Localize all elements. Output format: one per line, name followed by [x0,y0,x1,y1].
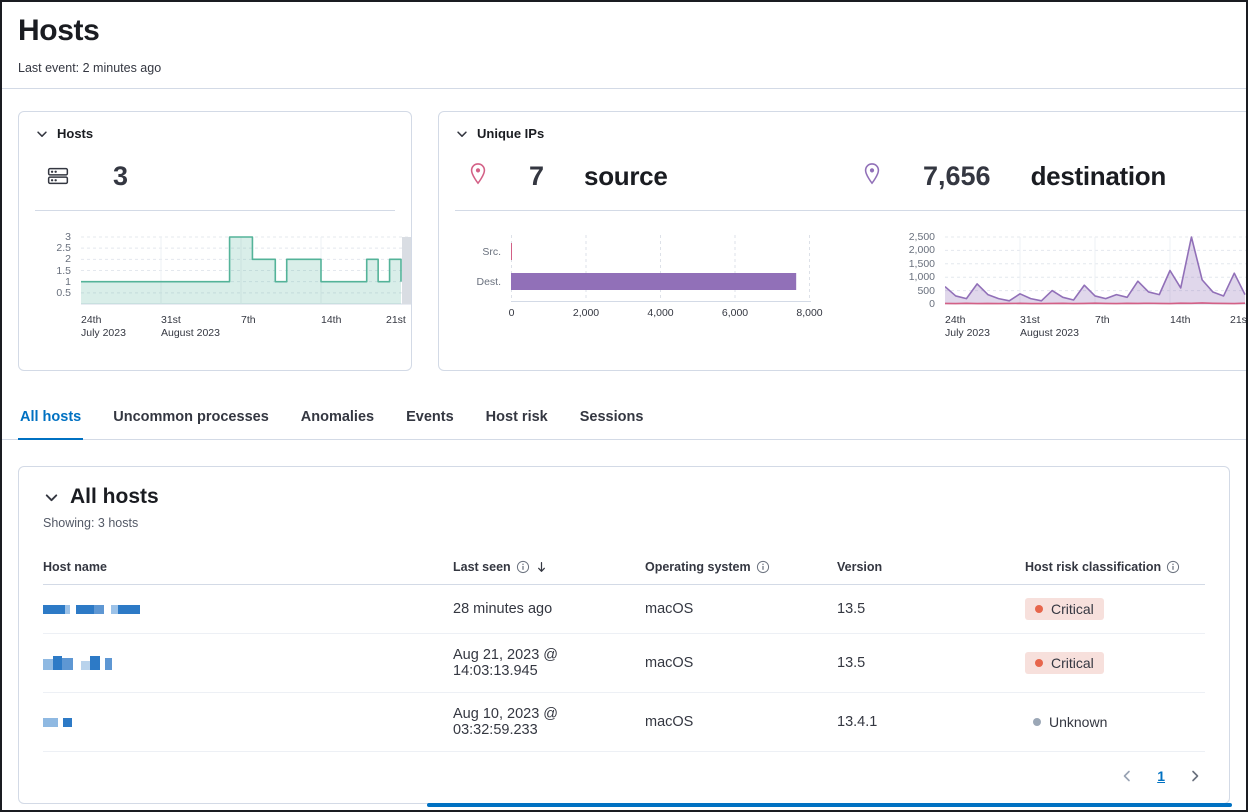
hosts-tab-bar: All hosts Uncommon processes Anomalies E… [2,403,1246,440]
all-hosts-table: Host name Last seen Operating system [43,552,1205,752]
page-title: Hosts [18,14,100,47]
table-row: Aug 21, 2023 @ 14:03:13.945 macOS 13.5 C… [43,633,1205,693]
version-value: 13.5 [837,633,1025,693]
ips-chart-x-axis: 24th July 2023 31st August 2023 7th 14th 21st [945,314,1248,339]
source-ips-metric: 7 source [467,161,861,192]
info-icon[interactable] [1166,560,1180,574]
last-seen-value: Aug 10, 2023 @ 03:32:59.233 [453,706,559,738]
risk-badge: Critical [1025,652,1104,674]
unique-ips-area-chart: 0 500 1,000 1,500 2,000 2,500 24th July 2023 31… [899,231,1248,342]
ips-chart-y-axis: 0 500 1,000 1,500 2,000 2,500 [908,231,935,310]
bar-chart-row-labels: Src. Dest. [476,246,501,288]
column-header-host-name: Host name [43,552,453,585]
pagination: 1 [43,752,1205,792]
last-seen-value: Aug 21, 2023 @ 14:03:13.945 [453,647,559,679]
chevron-down-icon [37,130,47,137]
chevron-left-icon [1123,770,1131,782]
tab-anomalies[interactable]: Anomalies [300,409,375,425]
host-name-link-redacted[interactable] [43,717,445,727]
table-row: 28 minutes ago macOS 13.5 Critical [43,584,1205,634]
unique-ips-bar-chart: Src. Dest. 0 2,000 4,000 6,000 8,000 [471,235,823,342]
table-row: Aug 10, 2023 @ 03:32:59.233 macOS 13.4.1… [43,692,1205,752]
destination-map-pin-icon [861,161,883,192]
info-icon[interactable] [516,560,530,574]
showing-count: Showing: 3 hosts [43,516,139,530]
column-header-version: Version [837,552,1025,585]
column-header-operating-system: Operating system [645,552,837,585]
version-value: 13.4.1 [837,692,1025,752]
hosts-chart-plot[interactable] [81,235,411,310]
tab-sessions[interactable]: Sessions [579,409,644,425]
tab-host-risk[interactable]: Host risk [485,409,548,425]
source-ips-label: source [584,160,668,191]
risk-dot-icon [1035,605,1043,613]
hosts-panel-title: Hosts [57,126,94,141]
page-header: Hosts Last event: 2 minutes ago [2,2,1246,88]
info-icon[interactable] [756,560,770,574]
sort-desc-arrow-icon [537,561,545,572]
os-value: macOS [645,584,837,634]
panel-divider [35,210,395,211]
last-event-text: Last event: 2 minutes ago [18,61,162,75]
risk-dot-icon [1035,659,1043,667]
host-name-link-redacted[interactable] [43,656,445,670]
ips-chart-plot[interactable] [944,235,1246,310]
horizontal-scrollbar-thumb[interactable] [427,803,1232,807]
hosts-chart-x-axis: 24th July 2023 31st August 2023 7th 14th 21st [81,314,406,339]
all-hosts-panel: All hosts Showing: 3 hosts Host name Las… [18,466,1230,804]
all-hosts-collapse-button[interactable] [43,489,60,506]
tab-uncommon-processes[interactable]: Uncommon processes [113,409,269,425]
unique-ips-panel-collapse-button[interactable] [455,127,469,141]
risk-badge: Unknown [1025,711,1117,733]
kpi-row: Hosts 3 0.5 1 1.5 2 2.5 3 24th July 2023 31st Au… [18,111,1246,371]
page-number[interactable]: 1 [1157,768,1165,784]
chevron-right-icon [1192,770,1199,782]
storage-icon [47,165,69,187]
hosts-kpi-panel: Hosts 3 0.5 1 1.5 2 2.5 3 24th July 2023 31st Au… [18,111,412,371]
chevron-down-icon [45,493,58,501]
destination-ips-metric: 7,656 destination [861,160,1246,192]
hosts-panel-collapse-button[interactable] [35,127,49,141]
tab-all-hosts[interactable]: All hosts [18,403,84,440]
next-page-button[interactable] [1187,768,1203,784]
bar-chart-plot[interactable] [511,235,811,303]
os-value: macOS [645,633,837,693]
all-hosts-title: All hosts [70,485,159,508]
version-value: 13.5 [837,584,1025,634]
risk-dot-icon [1033,718,1041,726]
destination-ips-label: destination [1030,160,1167,191]
unique-ips-kpi-panel: Unique IPs 7 source 7,656 destination [438,111,1248,371]
host-name-link-redacted[interactable] [43,604,445,614]
column-header-host-risk: Host risk classification [1025,552,1205,585]
hosts-count-value: 3 [113,160,129,191]
column-header-last-seen[interactable]: Last seen [453,552,645,585]
source-map-pin-icon [467,161,489,192]
hosts-area-chart: 0.5 1 1.5 2 2.5 3 24th July 2023 31st August 202… [35,231,411,342]
destination-ips-value: 7,656 [923,160,991,191]
previous-page-button[interactable] [1119,768,1135,784]
source-ips-value: 7 [529,160,545,191]
chevron-down-icon [457,130,467,137]
os-value: macOS [645,692,837,752]
bar-chart-x-axis: 0 2,000 4,000 6,000 8,000 [508,307,823,319]
tab-events[interactable]: Events [406,409,454,425]
panel-divider [455,210,1246,211]
header-divider [2,88,1246,89]
risk-badge: Critical [1025,598,1104,620]
hosts-chart-y-axis: 0.5 1 1.5 2 2.5 3 [56,231,71,299]
last-seen-value: 28 minutes ago [453,601,553,617]
unique-ips-panel-title: Unique IPs [477,126,545,141]
